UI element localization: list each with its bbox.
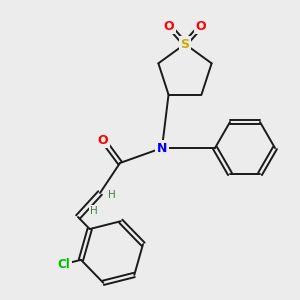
Text: H: H [108,190,116,200]
Text: O: O [98,134,108,146]
Text: O: O [196,20,206,32]
Text: Cl: Cl [57,258,70,271]
Text: N: N [157,142,167,154]
Text: H: H [90,206,98,216]
Text: O: O [164,20,174,32]
Text: S: S [181,38,190,50]
